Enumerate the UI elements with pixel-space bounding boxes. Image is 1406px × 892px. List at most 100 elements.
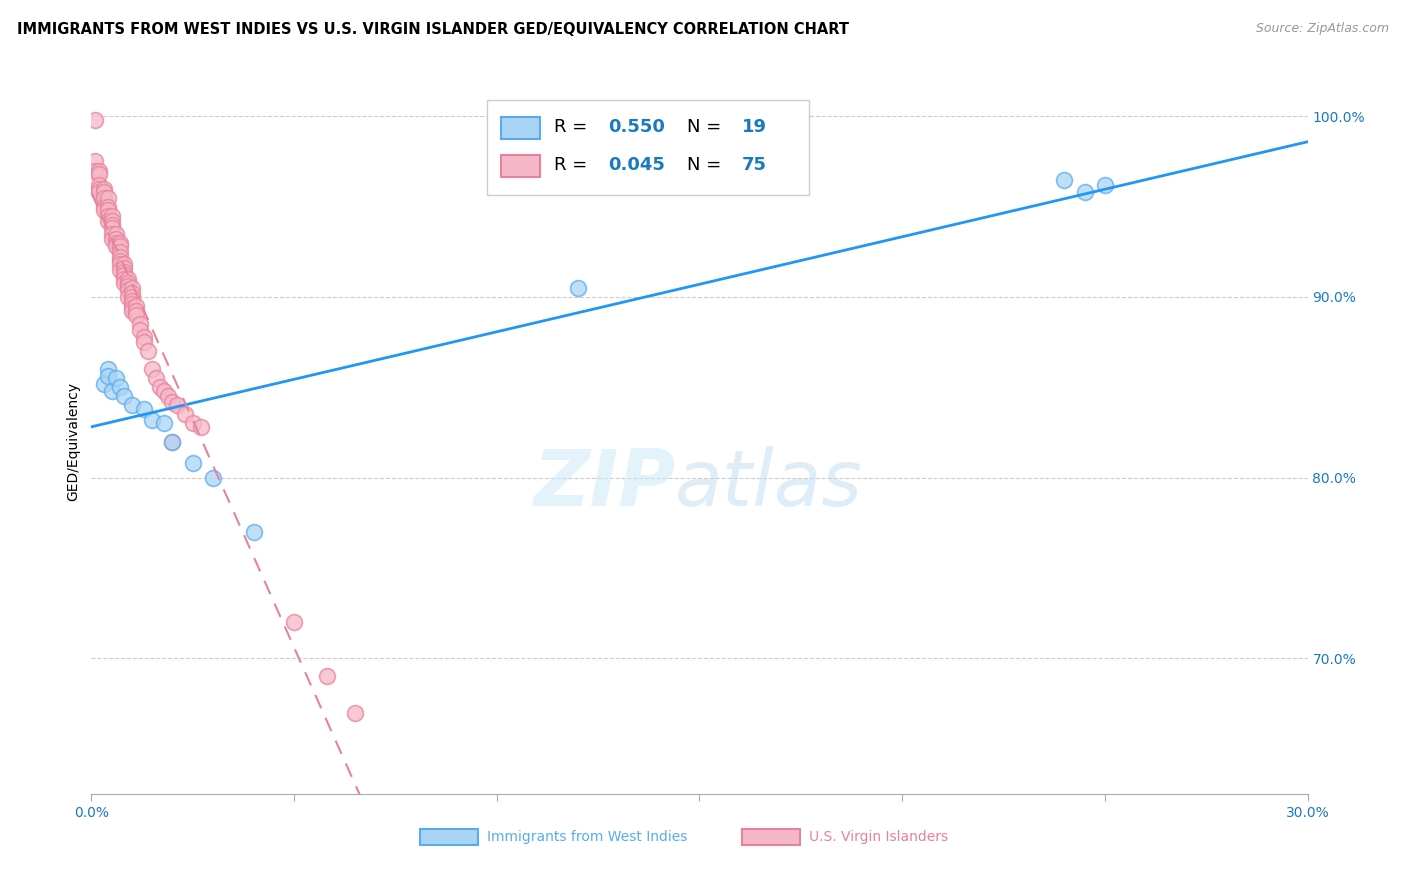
Bar — [502, 154, 540, 178]
Point — [153, 384, 176, 398]
Point — [149, 380, 172, 394]
Point — [104, 239, 127, 253]
Point — [100, 232, 122, 246]
Text: R =: R = — [554, 118, 592, 136]
Text: 0.045: 0.045 — [609, 155, 665, 174]
Point — [100, 221, 122, 235]
Bar — [502, 117, 540, 139]
Point — [93, 185, 115, 199]
Point — [108, 380, 131, 394]
Point — [181, 456, 204, 470]
Point — [166, 398, 188, 412]
Point — [100, 384, 122, 398]
Point — [100, 227, 122, 241]
Point — [104, 235, 127, 250]
Point — [100, 209, 122, 223]
Point — [104, 227, 127, 241]
Point — [108, 253, 131, 268]
Point — [129, 317, 152, 331]
Point — [162, 434, 184, 449]
Point — [112, 272, 135, 286]
Point — [141, 413, 163, 427]
Text: 0.550: 0.550 — [609, 118, 665, 136]
Point — [100, 218, 122, 232]
Point — [141, 362, 163, 376]
Point — [93, 181, 115, 195]
Point — [121, 281, 143, 295]
Point — [157, 389, 180, 403]
Point — [121, 297, 143, 311]
Point — [93, 203, 115, 218]
Point — [112, 276, 135, 290]
Point — [104, 371, 127, 385]
Point — [108, 257, 131, 271]
Point — [93, 376, 115, 391]
Point — [145, 371, 167, 385]
Point — [190, 420, 212, 434]
Point — [97, 209, 120, 223]
Point — [112, 389, 135, 403]
Text: Source: ZipAtlas.com: Source: ZipAtlas.com — [1256, 22, 1389, 36]
Point — [100, 214, 122, 228]
Point — [343, 706, 366, 720]
Text: IMMIGRANTS FROM WEST INDIES VS U.S. VIRGIN ISLANDER GED/EQUIVALENCY CORRELATION : IMMIGRANTS FROM WEST INDIES VS U.S. VIRG… — [17, 22, 849, 37]
Point — [121, 293, 143, 308]
Point — [202, 471, 225, 485]
Point — [84, 163, 107, 178]
Point — [89, 178, 111, 192]
Point — [132, 402, 155, 417]
Point — [108, 235, 131, 250]
Text: Immigrants from West Indies: Immigrants from West Indies — [486, 830, 688, 844]
Point — [132, 335, 155, 350]
Point — [117, 283, 139, 297]
Point — [97, 191, 120, 205]
FancyBboxPatch shape — [486, 100, 808, 194]
Point — [89, 185, 111, 199]
Text: N =: N = — [688, 155, 727, 174]
Point — [283, 615, 305, 630]
Point — [112, 261, 135, 276]
Point — [89, 163, 111, 178]
Bar — [420, 830, 478, 845]
Text: atlas: atlas — [675, 446, 863, 522]
Point — [112, 268, 135, 283]
Point — [125, 308, 148, 322]
Point — [315, 669, 337, 683]
Point — [108, 250, 131, 264]
Point — [1053, 172, 1076, 186]
Text: 19: 19 — [742, 118, 768, 136]
Point — [112, 265, 135, 279]
Point — [97, 200, 120, 214]
Point — [104, 232, 127, 246]
Point — [121, 398, 143, 412]
Point — [117, 290, 139, 304]
Point — [567, 281, 589, 295]
Y-axis label: GED/Equivalency: GED/Equivalency — [66, 382, 80, 501]
Text: N =: N = — [688, 118, 727, 136]
Point — [181, 417, 204, 431]
Point — [97, 369, 120, 384]
Point — [121, 301, 143, 315]
Text: 75: 75 — [742, 155, 768, 174]
Point — [162, 394, 184, 409]
Point — [97, 203, 120, 218]
Point — [93, 200, 115, 214]
Point — [89, 167, 111, 181]
Point — [117, 272, 139, 286]
Point — [121, 290, 143, 304]
Text: U.S. Virgin Islanders: U.S. Virgin Islanders — [808, 830, 948, 844]
Point — [136, 344, 159, 359]
Point — [97, 362, 120, 376]
Point — [121, 304, 143, 318]
Point — [162, 434, 184, 449]
Text: ZIP: ZIP — [533, 446, 675, 522]
Point — [1094, 178, 1116, 192]
Text: R =: R = — [554, 155, 592, 174]
Point — [129, 322, 152, 336]
Point — [132, 330, 155, 344]
Point — [108, 263, 131, 277]
Point — [121, 286, 143, 301]
Bar — [742, 830, 800, 845]
Point — [117, 279, 139, 293]
Point — [108, 239, 131, 253]
